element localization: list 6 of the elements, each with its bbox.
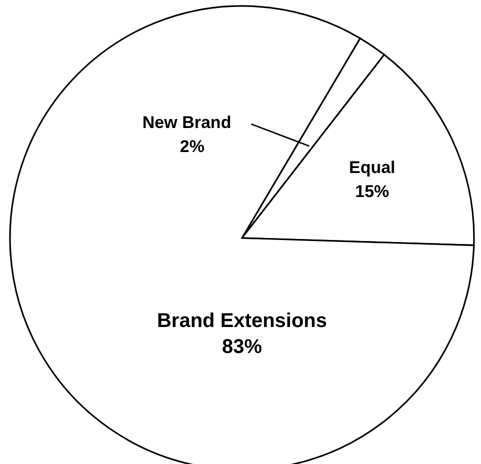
slice-label: Brand Extensions bbox=[156, 310, 328, 332]
slice-label: Equal bbox=[349, 158, 396, 177]
data-label: 2% bbox=[180, 137, 204, 156]
slice-label: New Brand bbox=[142, 113, 232, 132]
data-label: 15% bbox=[355, 182, 390, 201]
data-label: 83% bbox=[222, 336, 262, 358]
